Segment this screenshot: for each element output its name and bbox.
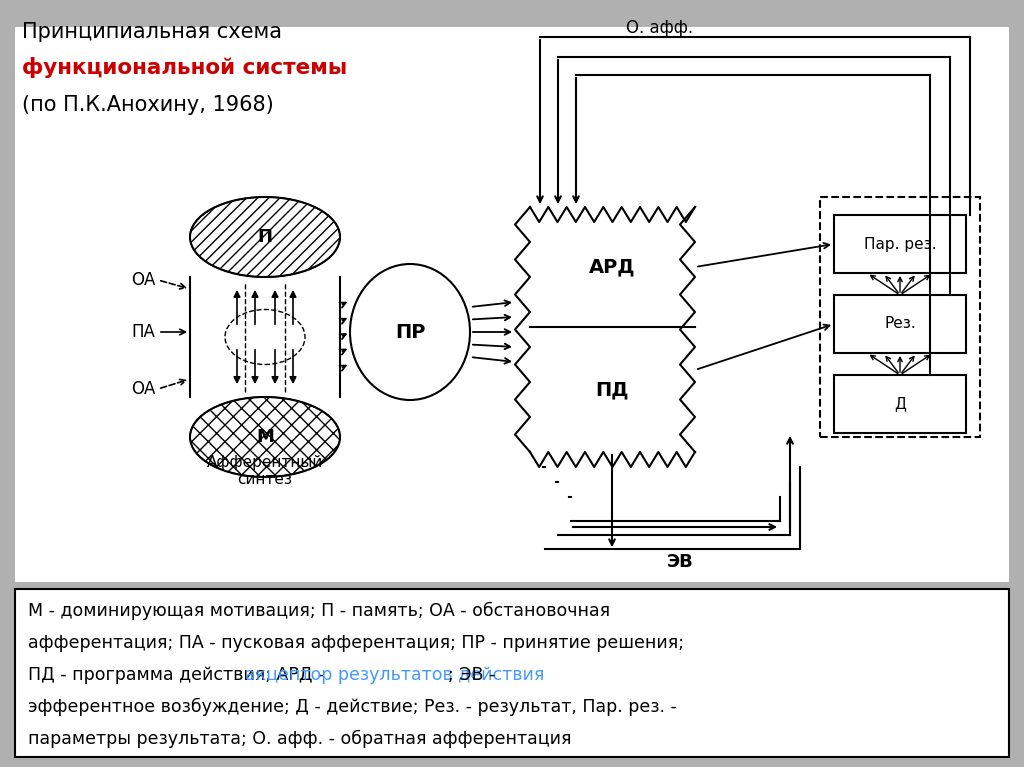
Bar	[834, 295, 966, 353]
Ellipse shape	[190, 397, 340, 477]
Bar	[15, 589, 1009, 757]
Bar	[820, 197, 980, 437]
Text: функциональной системы: функциональной системы	[22, 57, 347, 78]
Text: О. афф.: О. афф.	[627, 19, 693, 37]
Text: Принципиальная схема: Принципиальная схема	[22, 22, 282, 42]
Text: ОА: ОА	[131, 271, 155, 289]
Text: ПД: ПД	[595, 380, 629, 400]
Bar	[190, 277, 340, 397]
Text: М: М	[256, 428, 274, 446]
Bar	[15, 27, 1009, 582]
Text: ПД - программа действия; АРД -: ПД - программа действия; АРД -	[28, 666, 330, 684]
Text: ПА: ПА	[131, 323, 155, 341]
Text: параметры результата; О. афф. - обратная афферентация: параметры результата; О. афф. - обратная…	[28, 730, 571, 749]
Text: Пар. рез.: Пар. рез.	[863, 236, 936, 252]
Text: ЭВ: ЭВ	[667, 553, 693, 571]
Text: АРД: АРД	[589, 258, 635, 276]
Text: (по П.К.Анохину, 1968): (по П.К.Анохину, 1968)	[22, 95, 273, 115]
Text: Рез.: Рез.	[884, 317, 915, 331]
Bar	[834, 375, 966, 433]
Text: П: П	[257, 228, 272, 246]
Bar	[530, 207, 695, 452]
Text: ПР: ПР	[395, 322, 425, 341]
Text: Афферентный: Афферентный	[207, 455, 324, 469]
Text: ; ЭВ -: ; ЭВ -	[449, 666, 496, 684]
Text: синтез: синтез	[238, 472, 293, 486]
Text: афферентация; ПА - пусковая афферентация; ПР - принятие решения;: афферентация; ПА - пусковая афферентация…	[28, 634, 684, 652]
Ellipse shape	[350, 264, 470, 400]
Ellipse shape	[190, 197, 340, 277]
Bar	[834, 215, 966, 273]
Text: эфферентное возбуждение; Д - действие; Рез. - результат, Пар. рез. -: эфферентное возбуждение; Д - действие; Р…	[28, 698, 677, 716]
Text: Д: Д	[894, 397, 906, 412]
Text: ОА: ОА	[131, 380, 155, 398]
Text: акцептор результатов действия: акцептор результатов действия	[245, 666, 545, 684]
Text: М - доминирующая мотивация; П - память; ОА - обстановочная: М - доминирующая мотивация; П - память; …	[28, 602, 610, 621]
